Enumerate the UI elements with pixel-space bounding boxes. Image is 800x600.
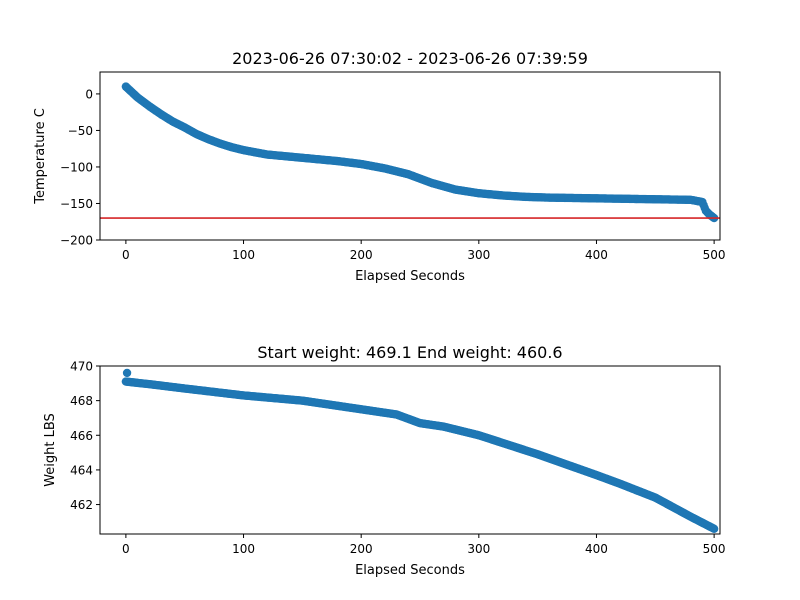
weight-x-tick-label: 300 [467, 542, 490, 556]
weight-y-tick-label: 470 [70, 360, 93, 374]
weight-y-axis-label: Weight LBS [43, 413, 58, 487]
weight-x-tick-label: 500 [703, 542, 726, 556]
temperature-y-tick-label: 0 [85, 87, 93, 101]
temperature-x-axis-label: Elapsed Seconds [355, 269, 465, 284]
temperature-axes-ticks: 0 100 200 300 400 500 0 −50 −100 −150 −200 [60, 87, 726, 262]
weight-x-tick-label: 0 [122, 542, 130, 556]
weight-x-tick-label: 400 [585, 542, 608, 556]
temperature-y-tick-label: −100 [60, 160, 93, 174]
weight-point [122, 368, 132, 378]
temperature-x-tick-label: 500 [703, 248, 726, 262]
weight-plot-frame [99, 365, 721, 535]
temperature-y-tick-label: −200 [60, 234, 93, 248]
temperature-x-tick-label: 100 [232, 248, 255, 262]
temperature-x-tick-label: 400 [585, 248, 608, 262]
temperature-y-tick-label: −50 [68, 124, 93, 138]
temperature-x-tick-label: 200 [350, 248, 373, 262]
temperature-y-tick-label: −150 [60, 197, 93, 211]
temperature-series [100, 82, 720, 223]
temperature-x-tick-label: 0 [122, 248, 130, 262]
weight-y-tick-label: 468 [70, 394, 93, 408]
weight-y-tick-label: 464 [70, 463, 93, 477]
weight-y-tick-label: 466 [70, 429, 93, 443]
weight-x-tick-label: 100 [232, 542, 255, 556]
temperature-y-axis-label: Temperature C [33, 108, 48, 205]
weight-x-axis-label: Elapsed Seconds [355, 563, 465, 578]
temperature-plot-frame [99, 71, 721, 241]
weight-axes-ticks: 0 100 200 300 400 500 462 464 466 468 470 [70, 360, 725, 557]
weight-chart: Start weight: 469.1 End weight: 460.6 0 1… [43, 343, 726, 578]
weight-point [709, 524, 719, 533]
temperature-x-tick-label: 300 [467, 248, 490, 262]
temperature-chart: 2023-06-26 07:30:02 - 2023-06-26 07:39:5… [33, 49, 726, 284]
weight-chart-title: Start weight: 469.1 End weight: 460.6 [257, 343, 562, 362]
weight-y-tick-label: 462 [70, 498, 93, 512]
temperature-chart-title: 2023-06-26 07:30:02 - 2023-06-26 07:39:5… [232, 49, 588, 68]
weight-series [121, 368, 719, 533]
weight-x-tick-label: 200 [350, 542, 373, 556]
